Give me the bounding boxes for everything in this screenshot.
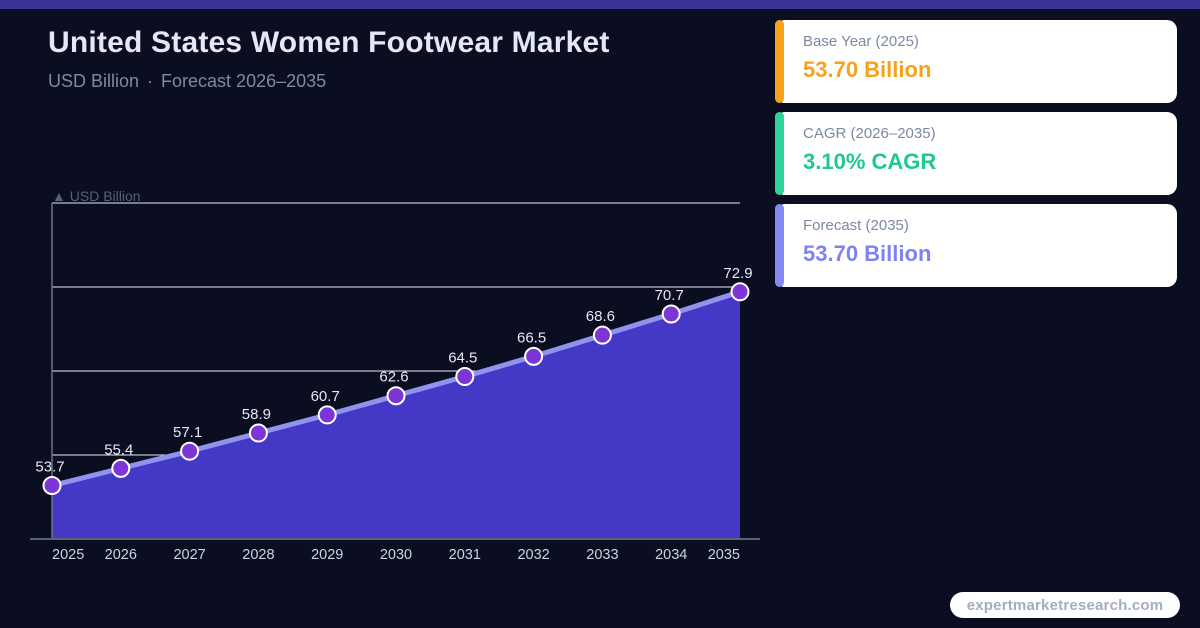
x-tick-label: 2029 bbox=[311, 547, 343, 563]
x-tick-label: 2028 bbox=[242, 547, 274, 563]
data-point-label: 55.4 bbox=[104, 441, 133, 458]
data-point bbox=[592, 325, 612, 345]
data-point bbox=[248, 423, 268, 443]
x-tick-label: 2026 bbox=[105, 547, 137, 563]
stat-card-label: Forecast (2035) bbox=[803, 217, 909, 234]
data-point-label: 57.1 bbox=[173, 424, 202, 441]
x-tick-label: 2032 bbox=[517, 547, 549, 563]
stat-card-value: 53.70 Billion bbox=[803, 57, 932, 82]
data-point-label: 60.7 bbox=[311, 388, 340, 405]
data-point-label: 66.5 bbox=[517, 329, 546, 346]
subtitle-forecast-range: Forecast 2026–2035 bbox=[161, 71, 327, 91]
footer-site-label: expertmarketresearch.com bbox=[966, 596, 1164, 614]
y-axis-title: ▲ USD Billion bbox=[52, 188, 141, 204]
data-point-label: 53.7 bbox=[35, 459, 64, 476]
data-point bbox=[455, 367, 475, 387]
stat-card-label: CAGR (2026–2035) bbox=[803, 125, 936, 142]
data-point bbox=[524, 346, 544, 366]
stat-card-base-year: Base Year (2025) 53.70 Billion bbox=[775, 20, 1177, 103]
x-tick-label: 2030 bbox=[380, 547, 412, 563]
x-tick-label: 2033 bbox=[586, 547, 618, 563]
data-point-label: 62.6 bbox=[379, 369, 408, 386]
data-point bbox=[111, 458, 131, 478]
stat-card-cagr: CAGR (2026–2035) 3.10% CAGR bbox=[775, 112, 1177, 195]
stat-card-label: Base Year (2025) bbox=[803, 33, 919, 50]
data-point bbox=[42, 476, 62, 496]
x-tick-label: 2035 bbox=[708, 547, 740, 563]
footer-site-link[interactable]: expertmarketresearch.com bbox=[950, 592, 1180, 618]
data-point-label: 64.5 bbox=[448, 350, 477, 367]
card-accent-bar bbox=[775, 112, 784, 195]
header: United States Women Footwear Market USD … bbox=[48, 26, 610, 92]
stat-card-value: 3.10% CAGR bbox=[803, 149, 937, 174]
data-point-label: 70.7 bbox=[655, 287, 684, 304]
x-tick-label: 2034 bbox=[655, 547, 687, 563]
data-point bbox=[317, 405, 337, 425]
area-fill bbox=[52, 291, 740, 539]
data-point-label: 72.9 bbox=[723, 265, 752, 282]
data-point bbox=[730, 282, 750, 302]
stat-card-forecast: Forecast (2035) 53.70 Billion bbox=[775, 204, 1177, 287]
subtitle-separator: · bbox=[147, 71, 154, 91]
data-point bbox=[661, 304, 681, 324]
page-title: United States Women Footwear Market bbox=[48, 26, 610, 59]
stat-cards: Base Year (2025) 53.70 Billion CAGR (202… bbox=[775, 20, 1177, 287]
subtitle-unit: USD Billion bbox=[48, 71, 140, 91]
data-point-label: 58.9 bbox=[242, 406, 271, 423]
data-point-label: 68.6 bbox=[586, 308, 615, 325]
data-point bbox=[386, 386, 406, 406]
top-accent-bar bbox=[0, 0, 1200, 9]
x-tick-label: 2027 bbox=[173, 547, 205, 563]
x-tick-label: 2025 bbox=[52, 547, 84, 563]
stat-card-value: 53.70 Billion bbox=[803, 241, 932, 266]
market-area-chart: 53.7 2025 55.4 2026 57.1 2027 58.9 2028 60.7 2029… bbox=[30, 202, 760, 563]
data-point bbox=[180, 441, 200, 461]
card-accent-bar bbox=[775, 204, 784, 287]
page-subtitle: USD Billion · Forecast 2026–2035 bbox=[48, 71, 610, 92]
card-accent-bar bbox=[775, 20, 784, 103]
x-tick-label: 2031 bbox=[449, 547, 481, 563]
